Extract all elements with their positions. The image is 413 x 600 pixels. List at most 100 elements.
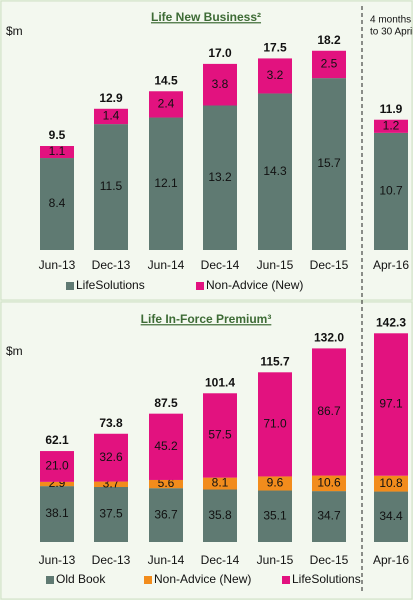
bar-segment bbox=[149, 117, 183, 251]
bar-segment bbox=[258, 490, 292, 542]
segment-label: 15.7 bbox=[317, 156, 341, 170]
total-label: 62.1 bbox=[45, 433, 69, 447]
x-tick-label: Jun-13 bbox=[39, 258, 76, 272]
segment-label: 36.7 bbox=[154, 507, 178, 521]
segment-label: 2.4 bbox=[158, 97, 175, 111]
chart-title: Life In-Force Premium³ bbox=[141, 312, 272, 326]
x-tick-label: Dec-14 bbox=[201, 258, 240, 272]
segment-label: 3.2 bbox=[267, 68, 284, 82]
segment-label: 37.5 bbox=[99, 507, 123, 521]
bar-segment bbox=[203, 105, 237, 250]
annotation: to 30 April bbox=[370, 27, 413, 38]
segment-label: 35.8 bbox=[208, 508, 232, 522]
x-tick-label: Jun-14 bbox=[148, 258, 185, 272]
bar-segment bbox=[203, 63, 237, 106]
segment-label: 1.2 bbox=[383, 118, 400, 132]
segment-label: 32.6 bbox=[99, 450, 123, 464]
unit-label: $m bbox=[6, 24, 23, 38]
segment-label: 57.5 bbox=[208, 428, 232, 442]
x-tick-label: Jun-14 bbox=[148, 553, 185, 567]
bar-segment bbox=[374, 119, 408, 133]
segment-label: 10.6 bbox=[317, 476, 341, 490]
bar-segment bbox=[258, 476, 292, 491]
bar-segment bbox=[149, 91, 183, 118]
bar-segment bbox=[312, 348, 346, 476]
total-label: 14.5 bbox=[154, 73, 178, 87]
bar-segment bbox=[258, 58, 292, 94]
total-label: 18.2 bbox=[317, 33, 341, 47]
bar-segment bbox=[40, 481, 74, 487]
segment-label: 38.1 bbox=[45, 506, 69, 520]
x-tick-label: Dec-14 bbox=[201, 553, 240, 567]
segment-label: 97.1 bbox=[379, 397, 403, 411]
segment-label: 9.6 bbox=[267, 476, 284, 490]
bar-segment bbox=[258, 93, 292, 250]
segment-label: 45.2 bbox=[154, 439, 178, 453]
segment-label: 2.5 bbox=[321, 57, 338, 71]
total-label: 115.7 bbox=[260, 354, 290, 368]
bar-segment bbox=[374, 132, 408, 250]
total-label: 17.5 bbox=[263, 41, 287, 55]
segment-label: 21.0 bbox=[45, 459, 69, 473]
chart-title: Life New Business² bbox=[151, 10, 261, 24]
segment-label: 10.8 bbox=[379, 476, 403, 490]
total-label: 142.3 bbox=[376, 315, 406, 329]
legend-swatch bbox=[144, 576, 152, 584]
bar-segment bbox=[203, 393, 237, 478]
bar-segment bbox=[40, 486, 74, 542]
segment-label: 10.7 bbox=[379, 184, 403, 198]
x-tick-label: Dec-15 bbox=[310, 553, 349, 567]
segment-label: 34.7 bbox=[317, 509, 341, 523]
segment-label: 86.7 bbox=[317, 404, 341, 418]
segment-label: 11.5 bbox=[100, 179, 123, 193]
total-label: 101.4 bbox=[205, 375, 235, 389]
total-label: 11.9 bbox=[380, 102, 403, 116]
x-tick-label: Jun-15 bbox=[257, 553, 294, 567]
legend-label: Old Book bbox=[56, 572, 106, 586]
bar-segment bbox=[374, 475, 408, 492]
bar-segment bbox=[149, 413, 183, 480]
x-tick-label: Apr-16 bbox=[373, 553, 409, 567]
bar-segment bbox=[312, 491, 346, 542]
bar-segment bbox=[203, 477, 237, 490]
bar-segment bbox=[312, 78, 346, 250]
bar-segment bbox=[94, 487, 128, 542]
segment-label: 1.4 bbox=[103, 109, 120, 123]
bar-segment bbox=[40, 158, 74, 250]
segment-label: 12.1 bbox=[154, 176, 178, 190]
legend-label: Non-Advice (New) bbox=[154, 572, 251, 586]
legend-swatch bbox=[282, 576, 290, 584]
segment-label: 8.1 bbox=[212, 476, 229, 490]
legend-label: LifeSolutions bbox=[292, 572, 361, 586]
bar-segment bbox=[40, 451, 74, 482]
segment-label: 35.1 bbox=[263, 508, 287, 522]
bar-segment bbox=[258, 372, 292, 477]
bar-segment bbox=[374, 333, 408, 476]
x-tick-label: Dec-13 bbox=[92, 553, 131, 567]
bar-segment bbox=[374, 491, 408, 542]
segment-label: 8.4 bbox=[49, 196, 66, 210]
x-tick-label: Apr-16 bbox=[373, 258, 409, 272]
segment-label: 71.0 bbox=[263, 417, 287, 431]
legend-label: LifeSolutions bbox=[76, 278, 145, 292]
legend-label: Non-Advice (New) bbox=[206, 278, 303, 292]
total-label: 87.5 bbox=[154, 396, 178, 410]
x-tick-label: Dec-13 bbox=[92, 258, 131, 272]
segment-label: 14.3 bbox=[263, 164, 287, 178]
bar-segment bbox=[94, 108, 128, 125]
bar-segment bbox=[149, 488, 183, 542]
legend-swatch bbox=[196, 282, 204, 290]
bar-segment bbox=[312, 50, 346, 79]
x-tick-label: Jun-13 bbox=[39, 553, 76, 567]
segment-label: 1.1 bbox=[49, 144, 66, 158]
bar-segment bbox=[40, 146, 74, 159]
bar-segment bbox=[203, 489, 237, 542]
segment-label: 34.4 bbox=[379, 509, 403, 523]
total-label: 132.0 bbox=[314, 331, 344, 345]
bar-segment bbox=[312, 475, 346, 492]
annotation: 4 months bbox=[370, 15, 411, 26]
total-label: 12.9 bbox=[99, 91, 123, 105]
segment-label: 3.8 bbox=[212, 77, 229, 91]
x-tick-label: Dec-15 bbox=[310, 258, 349, 272]
